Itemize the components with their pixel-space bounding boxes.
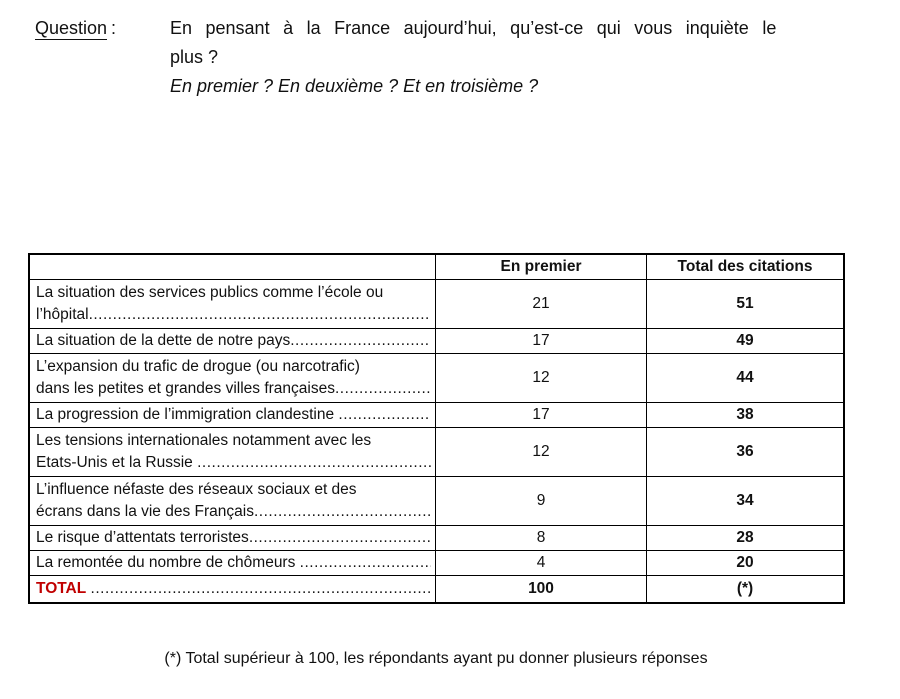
row-label-line: dans les petites et grandes villes franç…: [36, 380, 335, 397]
total-value: 49: [646, 329, 843, 353]
table-row: L’influence néfaste des réseaux sociaux …: [30, 477, 843, 526]
question-line-2: plus ?: [170, 47, 219, 67]
results-table: En premier Total des citations La situat…: [28, 253, 845, 604]
row-label: L’expansion du trafic de drogue (ou narc…: [30, 354, 435, 402]
total-value: 28: [646, 526, 843, 550]
total-value: (*): [646, 576, 843, 602]
dot-leader: ........................................…: [248, 529, 431, 546]
row-label: Le risque d’attentats terroristes.......…: [30, 526, 435, 550]
dot-leader: ........................................…: [338, 406, 431, 423]
table-row: La remontée du nombre de chômeurs ......…: [30, 551, 843, 576]
row-label: TOTAL ..................................…: [30, 576, 435, 602]
question-line-1: En pensant à la France aujourd’hui, qu’e…: [170, 18, 777, 38]
total-value: 36: [646, 428, 843, 476]
question-label-text: Question: [35, 18, 108, 40]
row-label: L’influence néfaste des réseaux sociaux …: [30, 477, 435, 525]
table-row: La situation de la dette de notre pays..…: [30, 329, 843, 354]
row-label-line: La progression de l’immigration clandest…: [36, 406, 339, 423]
row-label-line: l’hôpital: [36, 306, 89, 323]
table-row: La situation des services publics comme …: [30, 280, 843, 329]
en-premier-value: 17: [435, 403, 646, 427]
dot-leader: ........................................…: [299, 554, 431, 571]
table-row: La progression de l’immigration clandest…: [30, 403, 843, 428]
table-row: Les tensions internationales notamment a…: [30, 428, 843, 477]
table-row-total: TOTAL ..................................…: [30, 576, 843, 602]
header-cell-en-premier: En premier: [435, 255, 646, 279]
question-text: En pensant à la France aujourd’hui, qu’e…: [170, 14, 845, 101]
row-label-line: Le risque d’attentats terroristes: [36, 529, 249, 546]
row-label-line: L’influence néfaste des réseaux sociaux …: [36, 481, 357, 498]
en-premier-value: 100: [435, 576, 646, 602]
total-label: TOTAL: [36, 580, 91, 597]
total-value: 34: [646, 477, 843, 525]
row-label-line: La remontée du nombre de chômeurs: [36, 554, 300, 571]
en-premier-value: 17: [435, 329, 646, 353]
dot-leader: ........................................…: [290, 332, 431, 349]
row-label-line: La situation de la dette de notre pays: [36, 332, 291, 349]
row-label: La situation des services publics comme …: [30, 280, 435, 328]
en-premier-value: 12: [435, 354, 646, 402]
dot-leader: ........................................…: [90, 580, 431, 597]
row-label-line: Les tensions internationales notamment a…: [36, 432, 372, 449]
footnote: (*) Total supérieur à 100, les répondant…: [164, 650, 708, 667]
question-label: Question:: [35, 14, 170, 101]
dot-leader: ........................................…: [197, 454, 431, 471]
en-premier-value: 12: [435, 428, 646, 476]
dot-leader: ........................................…: [334, 380, 431, 397]
row-label-line: L’expansion du trafic de drogue (ou narc…: [36, 358, 360, 375]
row-label: La situation de la dette de notre pays..…: [30, 329, 435, 353]
en-premier-value: 9: [435, 477, 646, 525]
en-premier-value: 8: [435, 526, 646, 550]
en-premier-value: 4: [435, 551, 646, 575]
total-value: 51: [646, 280, 843, 328]
row-label-line: écrans dans la vie des Français: [36, 503, 254, 520]
total-value: 20: [646, 551, 843, 575]
row-label: Les tensions internationales notamment a…: [30, 428, 435, 476]
row-label: La progression de l’immigration clandest…: [30, 403, 435, 427]
dot-leader: ........................................…: [253, 503, 431, 520]
table-row: Le risque d’attentats terroristes.......…: [30, 526, 843, 551]
total-value: 38: [646, 403, 843, 427]
en-premier-value: 21: [435, 280, 646, 328]
row-label: La remontée du nombre de chômeurs ......…: [30, 551, 435, 575]
table-row: L’expansion du trafic de drogue (ou narc…: [30, 354, 843, 403]
table-header-row: En premier Total des citations: [30, 255, 843, 280]
dot-leader: ........................................…: [88, 306, 431, 323]
header-cell-empty: [30, 255, 435, 279]
question-block: Question: En pensant à la France aujourd…: [35, 14, 845, 101]
row-label-line: La situation des services publics comme …: [36, 284, 384, 301]
row-label-line: Etats-Unis et la Russie: [36, 454, 198, 471]
header-cell-total-citations: Total des citations: [646, 255, 843, 279]
total-value: 44: [646, 354, 843, 402]
question-colon: :: [111, 18, 117, 38]
question-line-3: En premier ? En deuxième ? Et en troisiè…: [170, 76, 539, 96]
